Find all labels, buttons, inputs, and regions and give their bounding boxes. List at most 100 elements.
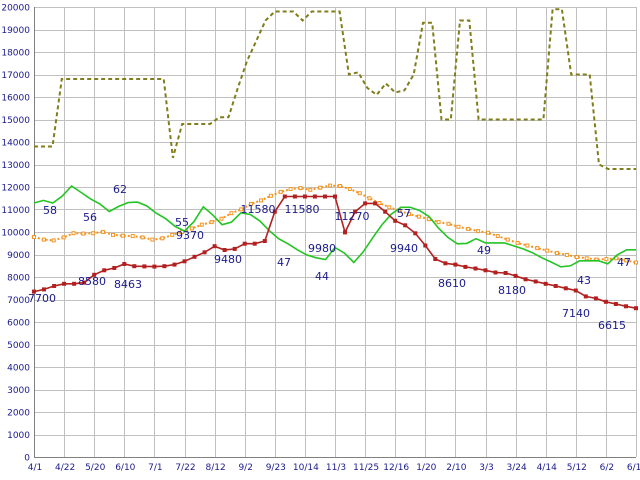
series-marker: [199, 222, 204, 227]
data-point-labels: 7700 8580 8463 9370 9480 11580 11580 9980 11270 9…: [28, 183, 631, 332]
series-marker: [533, 279, 538, 284]
data-point-label: 8463: [114, 278, 142, 291]
series-marker: [91, 231, 96, 236]
y-axis-tick-label: 19000: [1, 26, 30, 36]
y-axis-tick-label: 3000: [7, 386, 30, 396]
series-marker: [553, 284, 558, 288]
series-marker: [416, 214, 421, 219]
y-axis-tick-label: 11000: [1, 206, 30, 216]
series-marker: [495, 234, 500, 239]
y-axis-tick-label: 10000: [1, 229, 30, 239]
x-axis-tick-label: 3/24: [506, 463, 526, 473]
series-marker: [383, 209, 388, 214]
series-marker: [42, 287, 46, 292]
series-marker: [563, 286, 568, 291]
series-marker: [209, 220, 214, 225]
series-line-green-solid-line: [33, 184, 636, 268]
x-axis-tick-label: 1/20: [416, 463, 436, 473]
x-axis-tick-label: 4/22: [55, 463, 75, 473]
data-point-label: 58: [43, 204, 57, 217]
y-axis-tick-label: 15000: [1, 116, 30, 126]
series-marker: [443, 261, 448, 266]
series-marker: [574, 255, 579, 259]
series-marker: [82, 280, 87, 285]
x-axis-tick-label: 7/22: [175, 463, 195, 473]
data-point-label: 47: [617, 256, 631, 269]
series-marker: [318, 185, 323, 190]
series-marker: [170, 232, 175, 237]
y-axis-tick-labels: 0 1000 2000 3000 4000 5000 6000 7000 8000 9000 100…: [1, 4, 30, 464]
series-marker: [152, 264, 157, 269]
series-marker: [130, 234, 135, 239]
series-marker: [407, 212, 411, 217]
series-marker: [525, 243, 530, 248]
series-marker: [262, 239, 267, 243]
series-marker: [583, 294, 588, 299]
series-line-olive-dashed-line: [34, 8, 636, 170]
y-axis-tick-label: 16000: [1, 94, 30, 104]
series-marker: [347, 187, 352, 191]
series-olive-dashed-line: [34, 8, 636, 170]
series-marker: [232, 246, 237, 251]
series-marker: [222, 248, 227, 252]
series-marker: [387, 205, 392, 210]
axes: [34, 7, 636, 458]
x-axis-tick-label: 9/2: [238, 463, 252, 473]
y-axis-tick-label: 14000: [1, 139, 30, 149]
series-marker: [535, 246, 540, 251]
y-axis-tick-label: 8000: [7, 274, 30, 284]
series-marker: [81, 231, 86, 236]
y-axis-tick-label: 12000: [1, 184, 30, 194]
x-axis-tick-label: 10/14: [293, 463, 319, 473]
series-marker: [543, 281, 548, 286]
series-marker: [493, 270, 498, 275]
y-axis-tick-label: 2000: [7, 409, 30, 419]
x-axis-tick-label: 7/1: [148, 463, 162, 473]
series-marker: [564, 252, 569, 257]
series-marker: [393, 218, 398, 223]
series-marker: [150, 237, 155, 242]
series-marker: [456, 224, 461, 229]
x-axis-tick-label: 6/10: [115, 463, 135, 473]
series-marker: [71, 231, 76, 236]
data-point-label: 9480: [214, 253, 242, 266]
series-marker: [353, 209, 358, 214]
series-marker: [32, 235, 36, 239]
data-point-label: 11270: [335, 210, 370, 223]
x-axis-tick-labels: 4/1 4/22 5/20 6/10 7/1 7/22 8/12 9/2 9/23 10/14 11…: [28, 463, 640, 473]
x-axis-tick-label: 5/20: [85, 463, 105, 473]
series-marker: [292, 194, 297, 199]
x-axis-tick-label: 5/12: [567, 463, 587, 473]
series-marker: [523, 277, 528, 282]
series-marker: [278, 189, 283, 194]
grid-lines: [34, 7, 637, 458]
data-point-label: 9980: [308, 242, 336, 255]
series-marker: [308, 187, 313, 192]
series-marker: [433, 257, 438, 261]
series-marker: [593, 296, 598, 301]
series-marker: [192, 254, 197, 259]
series-marker: [132, 264, 137, 269]
data-point-label: 7140: [562, 307, 590, 320]
data-point-label: 55: [175, 216, 189, 229]
y-axis-tick-label: 0: [24, 454, 30, 464]
data-point-label: 57: [397, 207, 411, 220]
data-point-label: 9370: [176, 229, 204, 242]
series-marker: [624, 258, 629, 263]
series-marker: [182, 259, 187, 264]
series-marker: [112, 266, 117, 270]
series-marker: [102, 268, 107, 273]
x-axis-tick-label: 11/3: [326, 463, 346, 473]
series-red-price-line: [32, 194, 638, 311]
series-marker: [162, 264, 167, 269]
data-point-label: 47: [277, 256, 291, 269]
series-marker: [463, 264, 468, 269]
series-marker: [312, 194, 317, 199]
series-marker: [634, 260, 638, 265]
x-axis-tick-label: 8/12: [205, 463, 225, 473]
x-axis-tick-label: 4/1: [28, 463, 42, 473]
x-axis-tick-label: 11/25: [353, 463, 379, 473]
series-marker: [61, 235, 66, 240]
series-marker: [142, 264, 147, 269]
